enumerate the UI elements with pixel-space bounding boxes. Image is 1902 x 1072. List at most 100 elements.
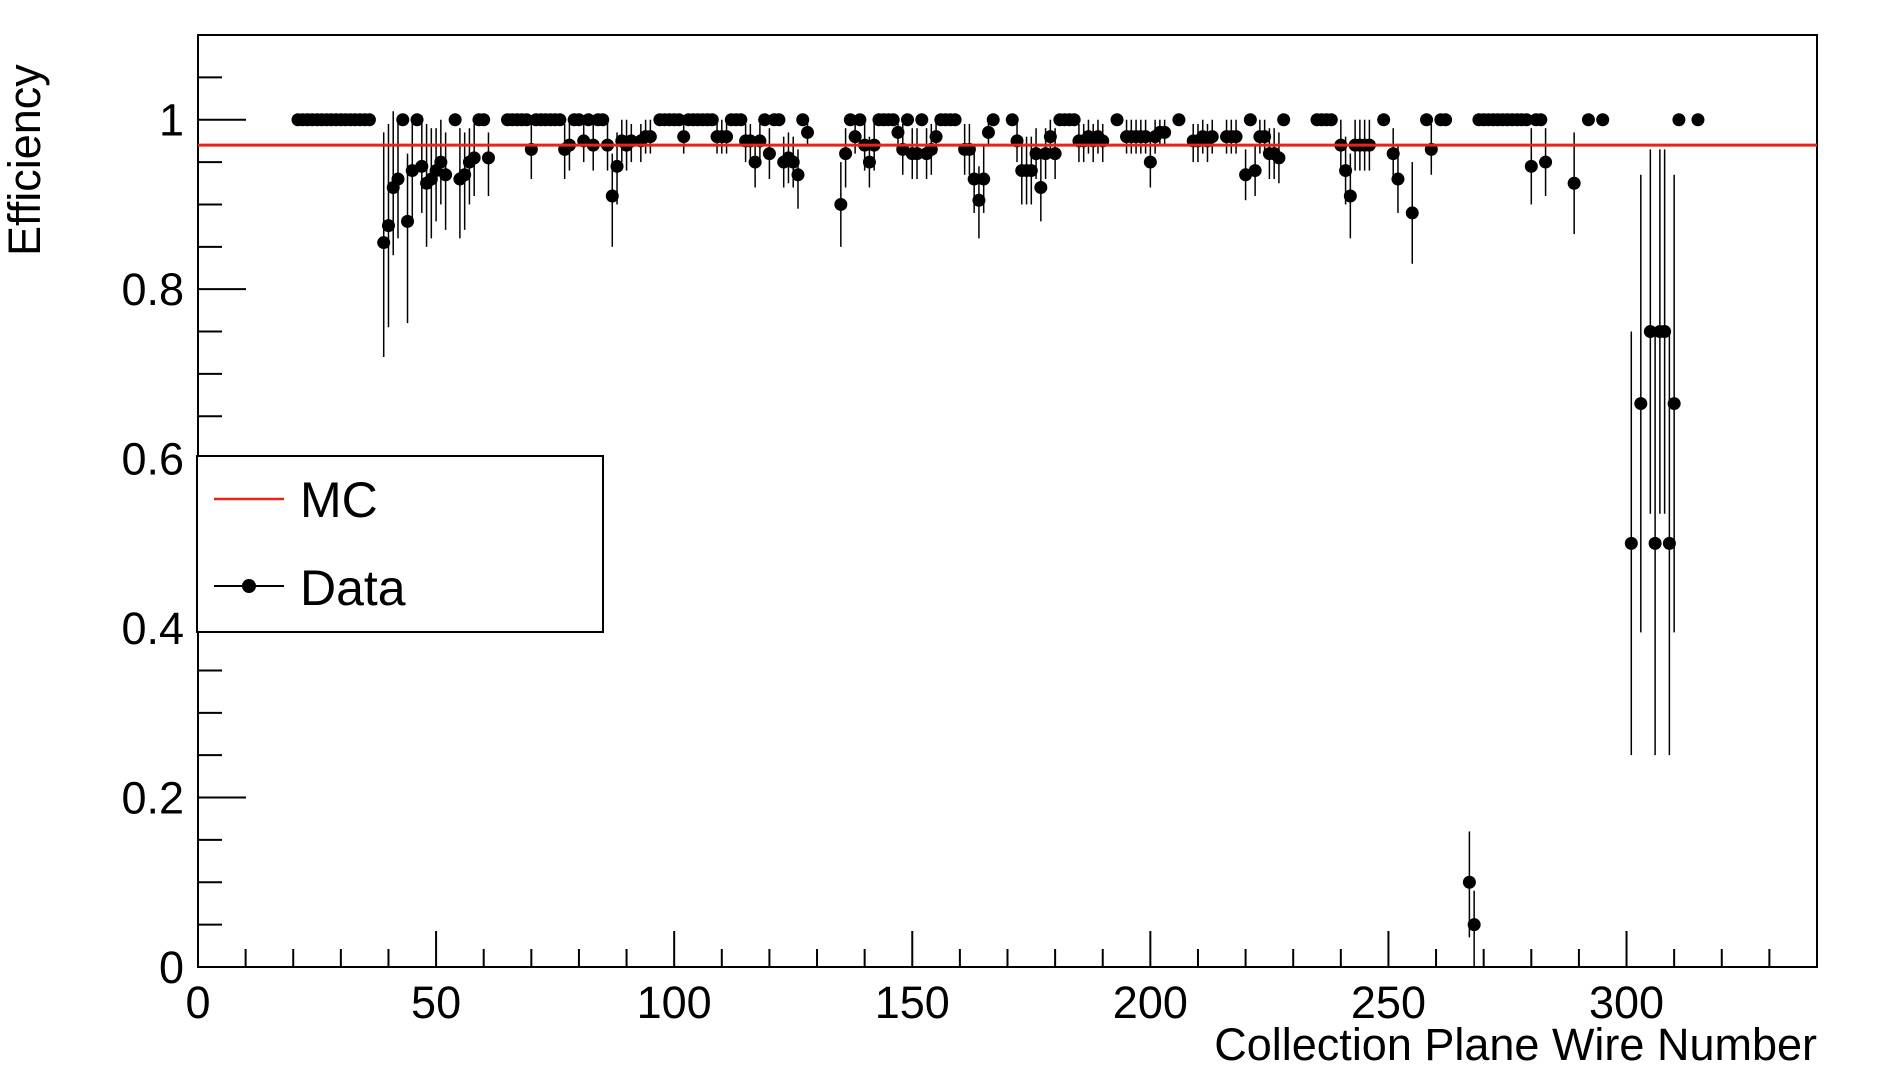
data-point	[396, 113, 410, 127]
data-point	[581, 113, 595, 127]
legend-mc-label: MC	[300, 472, 378, 528]
data-point	[610, 159, 624, 173]
data-point	[1534, 113, 1548, 127]
data-point	[391, 172, 405, 186]
data-point	[801, 125, 815, 139]
data-point	[901, 113, 915, 127]
data-point	[477, 113, 491, 127]
data-point	[1596, 113, 1610, 127]
data-point	[796, 113, 810, 127]
legend: MC Data	[196, 455, 604, 633]
data-point	[862, 155, 876, 169]
data-point	[1667, 397, 1681, 411]
data-point	[1205, 130, 1219, 144]
data-point	[381, 219, 395, 233]
x-tick-label: 250	[1351, 977, 1426, 1028]
data-point	[448, 113, 462, 127]
data-point	[1024, 164, 1038, 178]
data-point	[758, 113, 772, 127]
data-point	[1043, 130, 1057, 144]
data-point	[605, 189, 619, 203]
y-axis-title: Efficiency	[0, 64, 50, 256]
data-point	[401, 214, 415, 228]
y-tick-label: 0	[159, 942, 184, 993]
data-point	[1420, 113, 1434, 127]
data-point	[434, 155, 448, 169]
data-point	[1405, 206, 1419, 220]
x-tick-label: 0	[185, 977, 210, 1028]
data-point	[481, 151, 495, 165]
data-point	[1691, 113, 1705, 127]
data-point	[1243, 113, 1257, 127]
data-point	[1658, 325, 1672, 339]
x-tick-label: 200	[1113, 977, 1188, 1028]
x-tick-label: 300	[1589, 977, 1664, 1028]
data-point	[1248, 164, 1262, 178]
data-point	[377, 236, 391, 250]
data-point	[677, 130, 691, 144]
data-point	[853, 113, 867, 127]
data-point	[705, 113, 719, 127]
data-point	[643, 130, 657, 144]
data-point	[1005, 113, 1019, 127]
data-point	[1539, 155, 1553, 169]
data-point	[1067, 113, 1081, 127]
data-point	[886, 113, 900, 127]
data-point	[1520, 113, 1534, 127]
data-point	[1662, 536, 1676, 550]
data-point	[1643, 325, 1657, 339]
y-tick-label: 0.2	[121, 773, 184, 824]
data-point	[1567, 176, 1581, 190]
legend-data-marker	[242, 579, 256, 593]
data-point	[1172, 113, 1186, 127]
data-point	[1139, 130, 1153, 144]
data-point	[734, 113, 748, 127]
data-point	[467, 151, 481, 165]
y-tick-label: 0.8	[121, 264, 184, 315]
data-point	[415, 159, 429, 173]
data-point	[1039, 147, 1053, 161]
data-point	[1258, 130, 1272, 144]
data-point	[1467, 918, 1481, 932]
data-point	[439, 168, 453, 182]
data-point	[972, 193, 986, 207]
data-point	[1462, 875, 1476, 889]
data-point	[967, 172, 981, 186]
data-point	[362, 113, 376, 127]
data-point	[596, 113, 610, 127]
data-point	[986, 113, 1000, 127]
data-point	[1272, 151, 1286, 165]
data-point	[839, 147, 853, 161]
data-point	[772, 113, 786, 127]
data-point	[1524, 159, 1538, 173]
data-point	[1048, 147, 1062, 161]
data-point	[1672, 113, 1686, 127]
data-point	[762, 147, 776, 161]
data-point	[553, 113, 567, 127]
legend-box	[196, 455, 604, 633]
data-point	[834, 197, 848, 211]
x-tick-label: 100	[637, 977, 712, 1028]
data-point	[1277, 113, 1291, 127]
data-point	[1324, 113, 1338, 127]
y-tick-label: 1	[159, 95, 184, 146]
x-axis-title: Collection Plane Wire Number	[1214, 1019, 1817, 1070]
data-point	[1143, 155, 1157, 169]
data-point	[1391, 172, 1405, 186]
data-point	[1034, 181, 1048, 195]
data-point	[891, 125, 905, 139]
data-point	[1029, 147, 1043, 161]
axis-ticks: 0 50 100 150 200 250 300 0 0.2 0.4 0.6 0.8 1	[121, 76, 1771, 1028]
data-point	[1343, 189, 1357, 203]
data-point	[1339, 164, 1353, 178]
data-point	[458, 168, 472, 182]
data-point	[1386, 147, 1400, 161]
legend-data-label: Data	[300, 560, 406, 616]
x-tick-label: 50	[411, 977, 461, 1028]
x-tick-label: 150	[875, 977, 950, 1028]
data-point	[520, 113, 534, 127]
data-point	[948, 113, 962, 127]
data-point	[1377, 113, 1391, 127]
data-point	[929, 130, 943, 144]
